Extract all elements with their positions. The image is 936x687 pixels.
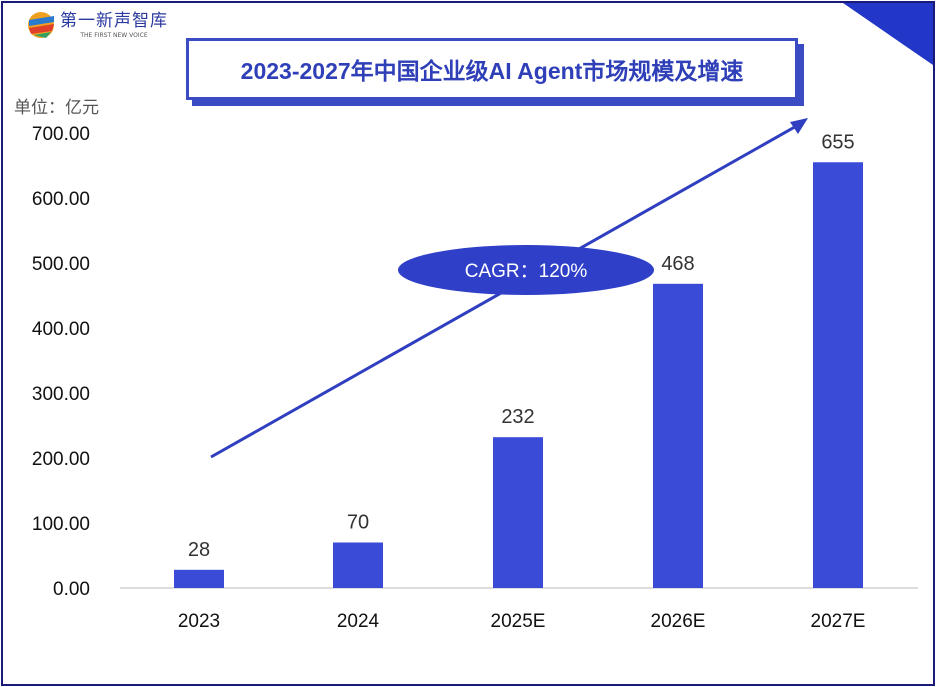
x-tick-label: 2025E bbox=[491, 611, 546, 632]
bar-2025E bbox=[493, 437, 543, 588]
bar-2023 bbox=[174, 569, 224, 588]
data-label: 70 bbox=[347, 512, 369, 534]
x-tick-label: 2023 bbox=[178, 611, 220, 632]
y-tick-label: 300.00 bbox=[32, 384, 90, 405]
y-tick-label: 700.00 bbox=[32, 124, 90, 145]
logo: 第一新声智库 THE FIRST NEW VOICE bbox=[26, 10, 168, 40]
data-label: 468 bbox=[661, 253, 694, 275]
y-tick-label: 200.00 bbox=[32, 449, 90, 470]
bar-2026E bbox=[653, 283, 703, 588]
logo-tagline: THE FIRST NEW VOICE bbox=[80, 31, 148, 39]
corner-decoration bbox=[843, 3, 933, 65]
y-tick-label: 500.00 bbox=[32, 254, 90, 275]
x-tick-label: 2027E bbox=[811, 611, 866, 632]
y-tick-label: 100.00 bbox=[32, 514, 90, 535]
unit-label: 单位：亿元 bbox=[14, 98, 99, 118]
y-tick-label: 0.00 bbox=[53, 579, 90, 600]
data-label: 232 bbox=[501, 406, 534, 428]
x-tick-label: 2026E bbox=[651, 611, 706, 632]
logo-text-group: 第一新声智库 THE FIRST NEW VOICE bbox=[60, 11, 168, 40]
title-box: 2023-2027年中国企业级AI Agent市场规模及增速 bbox=[186, 38, 798, 100]
logo-name: 第一新声智库 bbox=[60, 10, 168, 31]
bar-2024 bbox=[333, 542, 383, 588]
y-tick-label: 400.00 bbox=[32, 319, 90, 340]
cagr-label: CAGR：120% bbox=[465, 261, 588, 282]
logo-icon bbox=[28, 12, 54, 38]
chart-title: 2023-2027年中国企业级AI Agent市场规模及增速 bbox=[240, 58, 744, 84]
x-tick-label: 2024 bbox=[337, 611, 380, 632]
data-label: 28 bbox=[188, 539, 210, 561]
y-tick-label: 600.00 bbox=[32, 189, 90, 210]
arrow-head-icon bbox=[790, 118, 808, 134]
bar-2027E bbox=[813, 162, 863, 588]
data-label: 655 bbox=[821, 131, 854, 153]
cagr-badge bbox=[398, 245, 654, 295]
